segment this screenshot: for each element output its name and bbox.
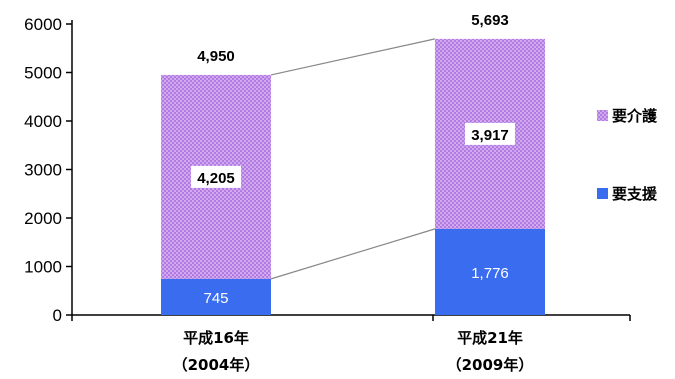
y-tick-label: 1000 — [24, 258, 62, 277]
y-tick-label: 2000 — [24, 209, 62, 228]
data-label: 3,917 — [471, 127, 509, 144]
y-tick-label: 5000 — [24, 64, 62, 83]
data-label: 4,205 — [197, 170, 235, 187]
x-category-sublabel: （2004年） — [173, 356, 260, 374]
y-tick-label: 3000 — [24, 161, 62, 180]
y-tick-label: 6000 — [24, 15, 62, 34]
axes: 0 1000 2000 3000 4000 5000 6000 — [24, 15, 631, 325]
x-category-sublabel: （2009年） — [447, 356, 534, 374]
bar-segment-support — [435, 228, 545, 315]
legend-swatch — [597, 110, 608, 121]
y-tick-label: 0 — [53, 306, 62, 325]
legend-label: 要介護 — [612, 107, 658, 125]
connector-lines — [270, 38, 436, 280]
bars — [161, 38, 545, 315]
x-category-label: 平成16年 — [183, 329, 249, 347]
x-category-label: 平成21年 — [457, 329, 523, 347]
connector-line-support — [270, 228, 436, 280]
data-label: 745 — [203, 290, 228, 307]
data-label-background — [465, 122, 515, 145]
total-label: 4,950 — [197, 48, 235, 65]
connector-line-total — [270, 38, 436, 76]
data-label: 1,776 — [471, 265, 509, 282]
total-label: 5,693 — [471, 12, 509, 29]
legend-label: 要支援 — [612, 185, 658, 203]
legend-swatch — [597, 188, 608, 199]
y-tick-label: 4000 — [24, 112, 62, 131]
data-label-background — [191, 165, 241, 188]
bar-segment-support — [161, 278, 271, 315]
labels: 745 4,205 4,950 平成16年 （2004年） 1,776 3,917 5,693… — [173, 12, 534, 374]
